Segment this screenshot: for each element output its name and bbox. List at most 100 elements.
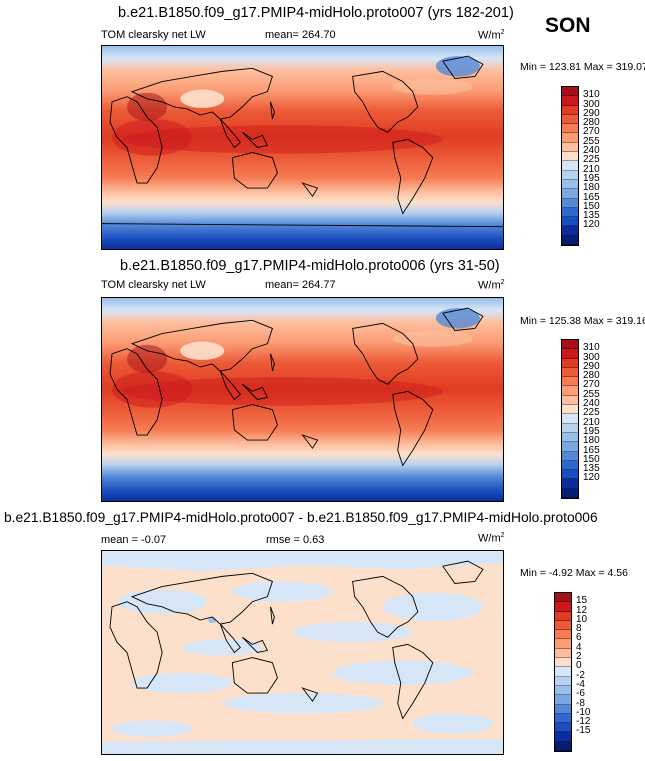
panel2-colorbar-label: 180 <box>583 435 600 447</box>
panel2-colorbar-label: 240 <box>583 398 600 410</box>
panel3-colorbar-cell <box>555 602 571 612</box>
panel3-colorbar-label: 2 <box>576 651 582 663</box>
panel2-colorbar-cell <box>562 340 578 350</box>
panel1-colorbar-label: 270 <box>583 126 600 138</box>
panel1-title: b.e21.B1850.f09_g17.PMIP4-midHolo.proto0… <box>118 5 514 21</box>
panel1-variable-label: TOM clearsky net LW <box>101 29 206 41</box>
panel1-colorbar-cell <box>562 114 578 125</box>
panel2-colorbar-cell <box>562 367 578 378</box>
panel2-colorbar-cell <box>562 470 578 480</box>
panel1-colorbar-label: 280 <box>583 117 600 129</box>
panel1-colorbar-label: 290 <box>583 107 600 119</box>
panel2-colorbar-label: 280 <box>583 370 600 382</box>
panel1-colorbar-cell <box>562 105 578 115</box>
panel2-colorbar-cell <box>562 451 578 461</box>
panel2-mean-label: mean= 264.77 <box>265 279 336 291</box>
panel2-minmax: Min = 125.38 Max = 319.16 <box>520 315 645 327</box>
panel1-colorbar-cell <box>562 96 578 106</box>
panel3-colorbar <box>554 592 572 752</box>
panel2-map <box>101 297 504 502</box>
panel1-colorbar-label: 210 <box>583 163 600 175</box>
panel1-colorbar <box>561 86 579 246</box>
panel3-minmax: Min = -4.92 Max = 4.56 <box>520 567 628 579</box>
panel1-colorbar-label: 180 <box>583 182 600 194</box>
panel3-colorbar-label: 6 <box>576 632 582 644</box>
panel1-colorbar-cell <box>562 235 578 245</box>
panel3-colorbar-label: -12 <box>576 716 591 728</box>
panel2-colorbar-label: 195 <box>583 425 600 437</box>
panel1-colorbar-cell <box>562 189 578 199</box>
panel1-colorbar-label: 150 <box>583 200 600 212</box>
panel3-colorbar-label: 0 <box>576 660 582 672</box>
panel1-map-graphic <box>102 46 503 249</box>
panel3-colorbar-cell <box>555 639 571 649</box>
panel3-colorbar-cell <box>555 667 571 677</box>
panel2-colorbar-label: 135 <box>583 463 600 475</box>
panel2-units: W/m2 <box>478 279 505 292</box>
panel1-colorbar-cell <box>562 161 578 171</box>
panel3-colorbar-cell <box>555 685 571 696</box>
panel2-colorbar-cell <box>562 432 578 443</box>
panel2-colorbar-label: 225 <box>583 407 600 419</box>
panel1-colorbar-label: 300 <box>583 98 600 110</box>
panel3-colorbar-cell <box>555 630 571 640</box>
panel3-units: W/m2 <box>478 532 505 545</box>
panel2-colorbar-cell <box>562 358 578 368</box>
panel3-colorbar-label: 12 <box>576 604 588 616</box>
panel3-colorbar-cell <box>555 648 571 659</box>
panel2-colorbar-cell <box>562 488 578 498</box>
panel3-rmse-label: rmse = 0.63 <box>266 534 325 546</box>
panel1-colorbar-cell <box>562 142 578 153</box>
panel1-colorbar-cell <box>562 226 578 236</box>
panel3-colorbar-cell <box>555 695 571 705</box>
panel2-colorbar <box>561 339 579 499</box>
panel1-colorbar-cell <box>562 217 578 227</box>
panel1-colorbar-label: 195 <box>583 172 600 184</box>
panel3-colorbar-label: -4 <box>576 678 585 690</box>
panel3-colorbar-cell <box>555 593 571 603</box>
panel1-colorbar-cell <box>562 170 578 180</box>
panel3-colorbar-label: 15 <box>576 595 588 607</box>
panel3-colorbar-label: 10 <box>576 613 588 625</box>
panel1-colorbar-cell <box>562 198 578 208</box>
panel3-mean-label: mean = -0.07 <box>101 534 167 546</box>
panel2-colorbar-cell <box>562 386 578 396</box>
panel3-colorbar-label: 4 <box>576 641 582 653</box>
panel2-colorbar-label: 270 <box>583 379 600 391</box>
panel3-colorbar-cell <box>555 611 571 621</box>
panel1-colorbar-cell <box>562 133 578 143</box>
panel2-colorbar-cell <box>562 423 578 433</box>
panel2-colorbar-cell <box>562 405 578 415</box>
panel1-colorbar-label: 310 <box>583 89 600 101</box>
panel2-colorbar-cell <box>562 442 578 452</box>
panel3-colorbar-cell <box>555 741 571 751</box>
panel2-colorbar-label: 165 <box>583 444 600 456</box>
panel2-colorbar-cell <box>562 395 578 406</box>
panel3-colorbar-cell <box>555 732 571 742</box>
panel3-colorbar-cell <box>555 723 571 733</box>
panel3-colorbar-label: -8 <box>576 697 585 709</box>
panel2-colorbar-cell <box>562 349 578 359</box>
panel2-colorbar-label: 210 <box>583 416 600 428</box>
panel1-colorbar-cell <box>562 87 578 97</box>
panel1-colorbar-cell <box>562 179 578 190</box>
panel2-variable-label: TOM clearsky net LW <box>101 279 206 291</box>
panel2-colorbar-label: 310 <box>583 342 600 354</box>
panel3-colorbar-cell <box>555 704 571 714</box>
panel1-colorbar-label: 240 <box>583 145 600 157</box>
panel1-colorbar-label: 135 <box>583 210 600 222</box>
panel1-colorbar-cell <box>562 124 578 134</box>
panel2-colorbar-label: 290 <box>583 360 600 372</box>
panel1-colorbar-label: 120 <box>583 219 600 231</box>
panel3-colorbar-label: -10 <box>576 706 591 718</box>
panel1-colorbar-cell <box>562 207 578 218</box>
panel2-colorbar-cell <box>562 460 578 471</box>
panel2-colorbar-label: 300 <box>583 351 600 363</box>
panel2-colorbar-label: 255 <box>583 388 600 400</box>
panel3-colorbar-cell <box>555 658 571 668</box>
season-label: SON <box>545 14 591 37</box>
panel3-colorbar-cell <box>555 676 571 686</box>
panel1-units: W/m2 <box>478 29 505 42</box>
panel1-colorbar-label: 255 <box>583 135 600 147</box>
panel2-title: b.e21.B1850.f09_g17.PMIP4-midHolo.proto0… <box>120 258 500 274</box>
